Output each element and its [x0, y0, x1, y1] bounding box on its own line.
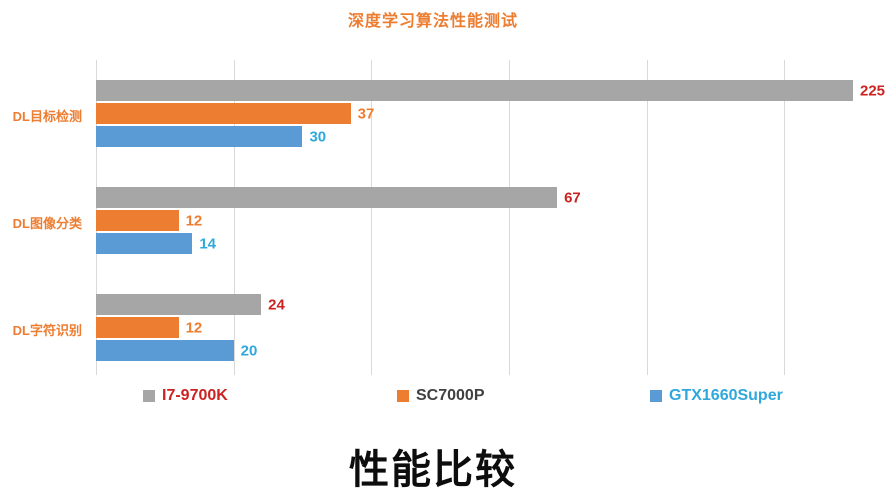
bar-value-label: 30 — [309, 128, 327, 145]
bar-row: 225 — [96, 80, 885, 101]
bar-value-label: 37 — [357, 105, 375, 122]
category-label: DL字符识别 — [12, 322, 82, 338]
legend-label: SC7000P — [416, 387, 485, 404]
legend-item-I7-9700K: I7-9700K — [143, 388, 228, 404]
bar-row: 14 — [96, 233, 853, 254]
legend: I7-9700K SC7000P GTX1660Super — [0, 388, 890, 408]
bar-value-label: 24 — [268, 296, 285, 313]
bar-row: 24 — [96, 294, 853, 315]
legend-item-GTX1660Super: GTX1660Super — [650, 388, 783, 404]
gridline-40 — [371, 60, 373, 375]
bar-value-label: 225 — [860, 82, 886, 99]
bar-row: 12 — [96, 210, 853, 231]
bar-SC7000P-DL目标检测 — [96, 103, 351, 124]
gridline-100 — [784, 60, 786, 375]
bar-I7-9700K-DL图像分类 — [96, 187, 558, 208]
gridline-20 — [233, 60, 235, 375]
legend-label: GTX1660Super — [669, 387, 783, 404]
bottom-title: 性能比较 — [349, 448, 517, 492]
bar-value-label: 12 — [185, 212, 203, 229]
category-label: DL目标检测 — [12, 108, 82, 124]
bar-value-label: 14 — [199, 235, 217, 252]
legend-item-SC7000P: SC7000P — [397, 388, 485, 404]
gridline-80 — [646, 60, 648, 375]
bar-GTX1660Super-DL字符识别 — [96, 340, 234, 361]
category-label: DL图像分类 — [12, 215, 82, 231]
bar-row: 12 — [96, 317, 853, 338]
legend-swatch-icon — [397, 390, 409, 402]
bar-value-label: 12 — [185, 319, 203, 336]
chart-title: 深度学习算法性能测试 — [347, 13, 518, 30]
bar-row: 37 — [96, 103, 853, 124]
bar-SC7000P-DL图像分类 — [96, 210, 179, 231]
legend-swatch-icon — [650, 390, 662, 402]
bar-SC7000P-DL字符识别 — [96, 317, 179, 338]
legend-label: I7-9700K — [162, 387, 228, 404]
gridline-60 — [508, 60, 510, 375]
bar-value-label: 67 — [564, 189, 581, 206]
bar-I7-9700K-DL字符识别 — [96, 294, 262, 315]
bar-row: 20 — [96, 340, 853, 361]
bar-row: 67 — [96, 187, 853, 208]
bar-I7-9700K-DL目标检测 — [96, 80, 853, 101]
bar-GTX1660Super-DL目标检测 — [96, 126, 303, 147]
bar-row: 30 — [96, 126, 853, 147]
legend-swatch-icon — [143, 390, 155, 402]
bar-GTX1660Super-DL图像分类 — [96, 233, 193, 254]
bar-value-label: 20 — [240, 342, 258, 359]
